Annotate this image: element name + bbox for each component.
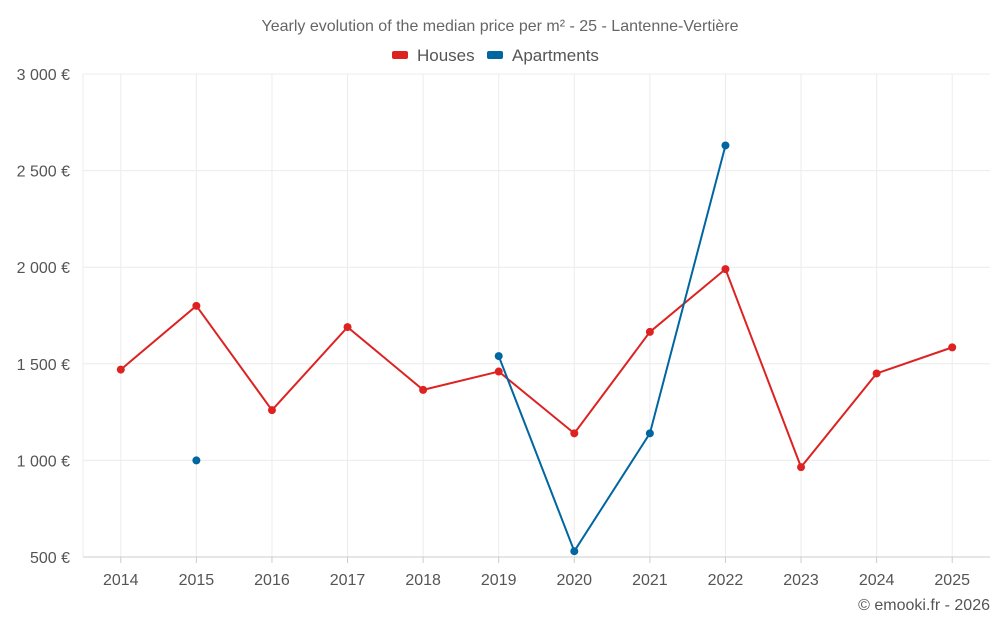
chart-title: Yearly evolution of the median price per… — [261, 18, 738, 35]
data-point-houses — [721, 265, 730, 274]
grid — [83, 73, 990, 558]
x-tick-label: 2020 — [556, 572, 592, 589]
data-point-houses — [419, 385, 428, 394]
series-line-apartments — [497, 145, 727, 554]
data-point-houses — [872, 369, 881, 378]
y-tick-label: 2 000 € — [17, 260, 70, 277]
data-point-houses — [948, 343, 957, 352]
x-tick-label: 2022 — [708, 572, 744, 589]
x-tick-label: 2024 — [859, 572, 895, 589]
series-line-houses — [120, 267, 953, 470]
data-point-houses — [116, 365, 125, 374]
x-tick-label: 2019 — [481, 572, 517, 589]
legend-label: Houses — [417, 46, 475, 65]
data-point-apartments — [192, 456, 201, 465]
series — [116, 141, 957, 556]
data-point-apartments — [494, 352, 503, 361]
legend-label: Apartments — [512, 46, 599, 65]
data-point-houses — [570, 429, 579, 438]
x-tick-label: 2021 — [632, 572, 668, 589]
data-point-houses — [494, 367, 503, 376]
data-point-houses — [343, 323, 352, 332]
legend-swatch-houses — [392, 51, 408, 59]
legend-swatch-apartments — [487, 51, 503, 59]
x-tick-label: 2025 — [934, 572, 970, 589]
data-point-houses — [267, 406, 276, 415]
y-tick-label: 3 000 € — [17, 67, 70, 84]
x-tick-label: 2014 — [103, 572, 139, 589]
legend: Houses Apartments — [392, 46, 599, 65]
data-point-apartments — [645, 429, 654, 438]
data-point-houses — [797, 463, 806, 472]
x-tick-label: 2023 — [783, 572, 819, 589]
credit: © emooki.fr - 2026 — [858, 597, 990, 614]
x-tick-label: 2016 — [254, 572, 290, 589]
y-tick-label: 500 € — [30, 550, 70, 567]
x-tick-label: 2015 — [179, 572, 215, 589]
y-tick-label: 2 500 € — [17, 164, 70, 181]
x-tick-label: 2018 — [405, 572, 441, 589]
x-tick-label: 2017 — [330, 572, 366, 589]
data-point-apartments — [570, 547, 579, 556]
y-tick-label: 1 500 € — [17, 357, 70, 374]
data-point-apartments — [721, 141, 730, 150]
data-point-houses — [645, 327, 654, 336]
y-tick-label: 1 000 € — [17, 453, 70, 470]
data-point-houses — [192, 301, 201, 310]
axes: 500 € 1 000 € 1 500 € 2 000 € 2 500 € 3 000 €… — [17, 67, 990, 589]
